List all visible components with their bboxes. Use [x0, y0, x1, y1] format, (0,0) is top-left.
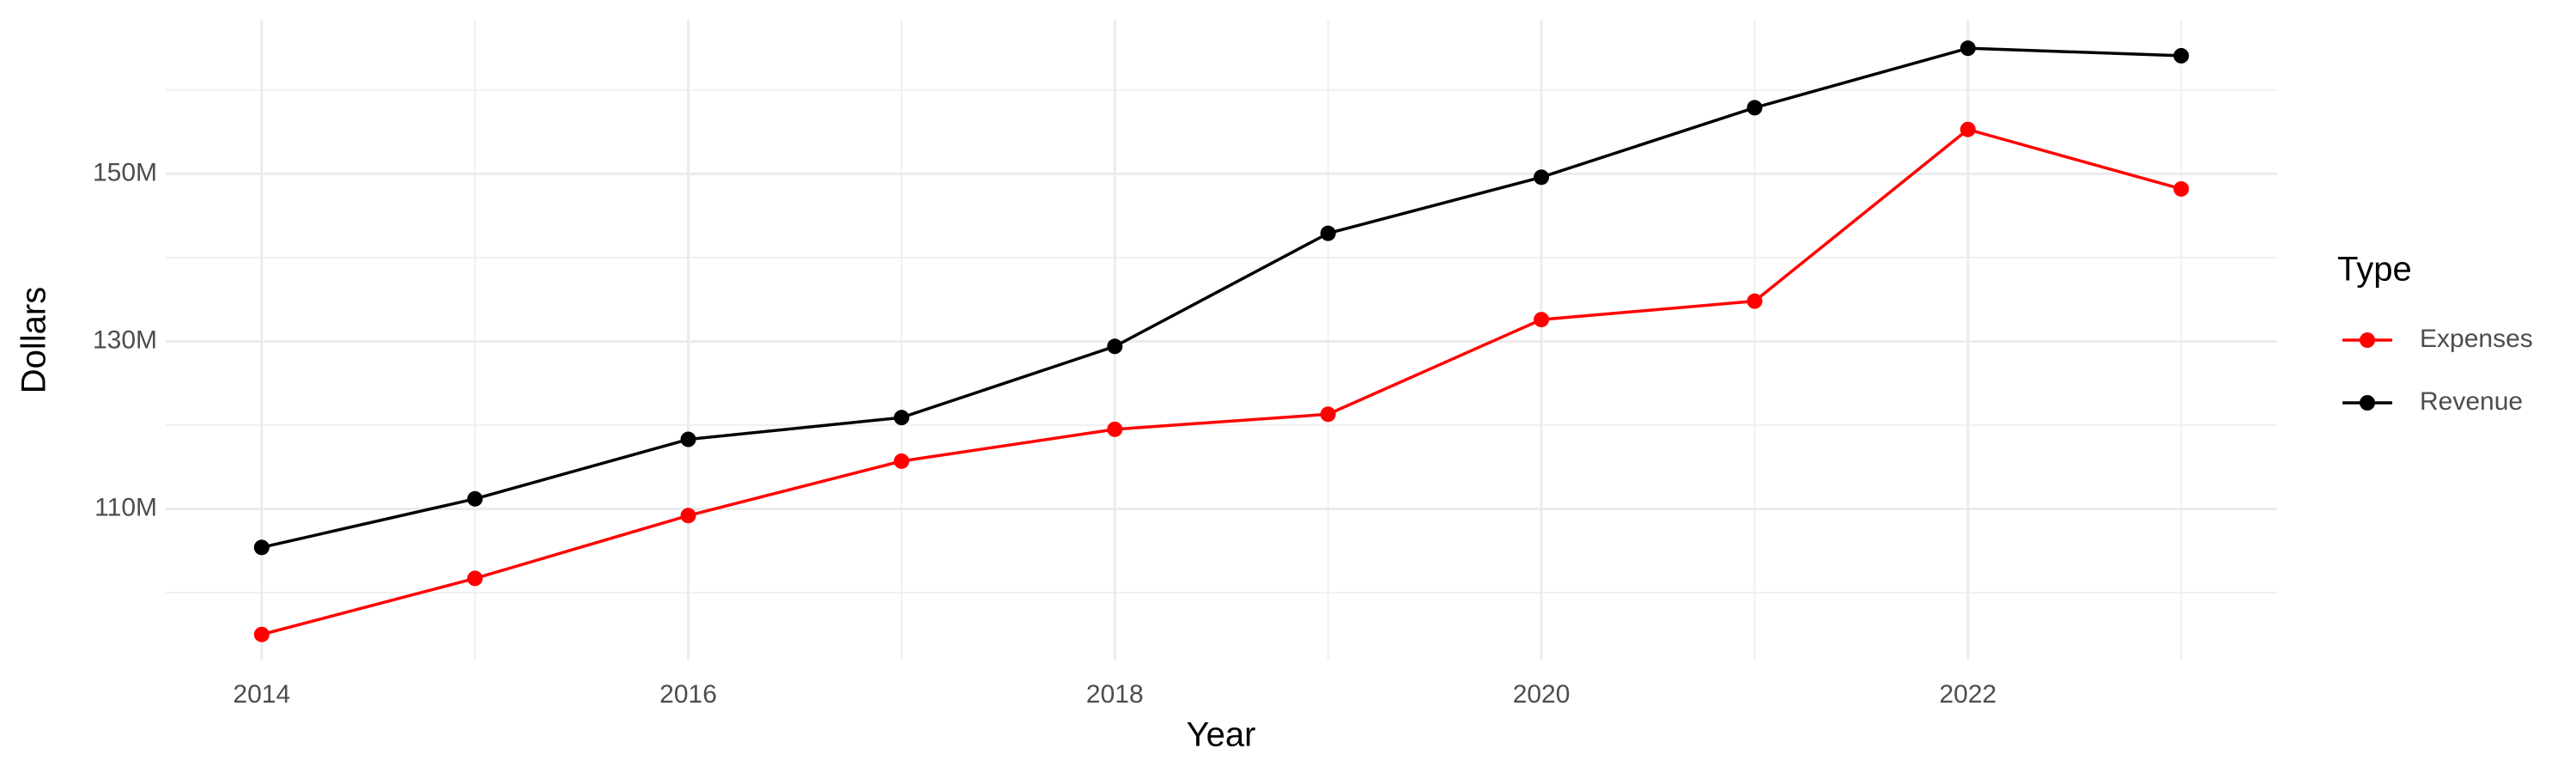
data-point	[467, 570, 483, 587]
legend-label: Revenue	[2420, 387, 2523, 416]
data-point	[1534, 312, 1550, 328]
data-point	[1107, 338, 1123, 355]
x-axis-title: Year	[1187, 716, 1256, 754]
data-point	[1747, 100, 1763, 116]
data-point	[1320, 406, 1336, 423]
x-tick-label: 2018	[1086, 680, 1144, 709]
y-tick-label: 130M	[93, 326, 157, 354]
legend-label: Expenses	[2420, 325, 2533, 353]
data-point	[2173, 47, 2190, 64]
data-point	[680, 508, 696, 524]
data-point	[253, 539, 270, 556]
x-tick-label: 2014	[233, 680, 290, 709]
legend-title: Type	[2337, 251, 2412, 289]
y-tick-label: 110M	[94, 493, 157, 521]
data-point	[2173, 180, 2190, 197]
x-tick-label: 2020	[1513, 680, 1571, 709]
data-point	[1320, 225, 1336, 241]
y-tick-label: 150M	[93, 158, 157, 186]
data-point	[893, 453, 909, 469]
x-tick-label: 2016	[659, 680, 717, 709]
series-line	[261, 127, 2182, 636]
data-point	[1959, 121, 1976, 137]
data-point	[1534, 169, 1550, 186]
y-axis-title: Dollars	[15, 287, 53, 393]
data-point	[1959, 40, 1976, 57]
data-point	[1747, 293, 1763, 309]
x-tick-label: 2022	[1939, 680, 1996, 709]
series-line	[261, 46, 2182, 550]
legend-key-point	[2360, 395, 2375, 411]
data-point	[253, 626, 270, 642]
legend-key-point	[2360, 332, 2375, 348]
data-point	[893, 410, 909, 426]
data-point	[680, 431, 696, 447]
data-point	[1107, 421, 1123, 437]
data-point	[467, 490, 483, 507]
